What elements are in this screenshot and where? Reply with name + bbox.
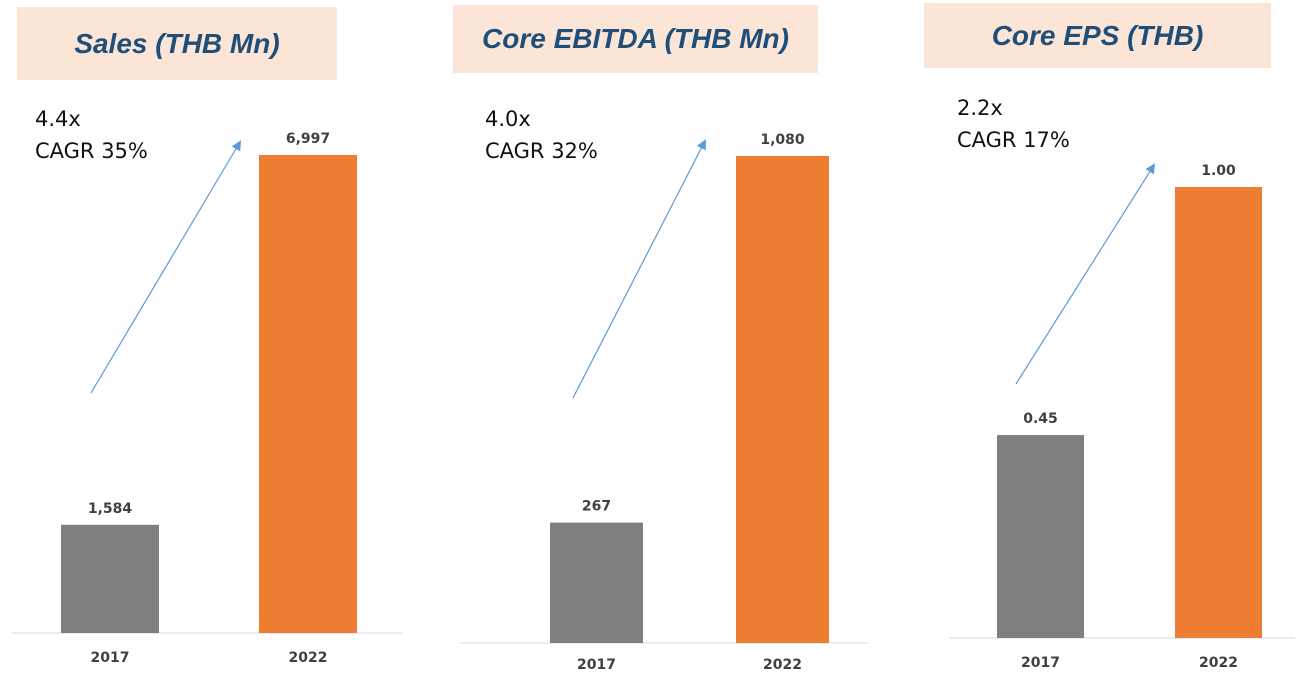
bar-value-label: 1,080: [760, 132, 805, 148]
chart-panel-sales: Sales (THB Mn) 4.4x CAGR 35% 1,584 2017 6,…: [0, 0, 430, 678]
bar-chart-eps: 0.45 2017 1.00 2022: [870, 0, 1301, 678]
growth-arrow: [1016, 165, 1154, 384]
x-tick-label: 2017: [1021, 655, 1060, 671]
bar-value-label: 6,997: [286, 131, 330, 147]
bar-2017: [997, 435, 1084, 638]
bar-2022: [259, 155, 357, 633]
bar-chart-sales: 1,584 2017 6,997 2022: [0, 0, 430, 678]
bar-2017: [61, 525, 159, 633]
bar-value-label: 267: [582, 499, 611, 515]
chart-panel-ebitda: Core EBITDA (THB Mn) 4.0x CAGR 32% 267 20…: [430, 0, 870, 678]
x-tick-label: 2017: [577, 657, 616, 673]
bar-2022: [736, 156, 829, 643]
bar-2022: [1175, 187, 1262, 638]
x-tick-label: 2017: [91, 650, 130, 666]
x-tick-label: 2022: [763, 657, 802, 673]
x-tick-label: 2022: [289, 650, 328, 666]
growth-arrow: [91, 142, 240, 393]
bar-2017: [550, 523, 643, 643]
bar-value-label: 1,584: [88, 501, 133, 517]
x-tick-label: 2022: [1199, 655, 1238, 671]
chart-panel-eps: Core EPS (THB) 2.2x CAGR 17% 0.45 2017 1.0…: [870, 0, 1301, 678]
bar-value-label: 1.00: [1201, 163, 1236, 179]
bar-value-label: 0.45: [1023, 411, 1058, 427]
bar-chart-ebitda: 267 2017 1,080 2022: [430, 0, 870, 678]
growth-arrow: [573, 141, 705, 398]
